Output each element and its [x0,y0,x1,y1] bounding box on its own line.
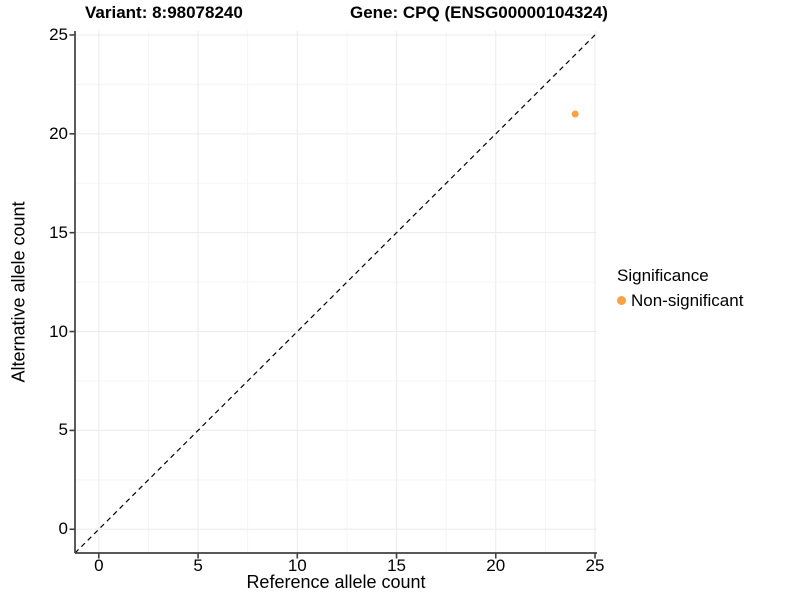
plot-title-variant: Variant: 8:98078240 [85,3,243,22]
x-axis-title: Reference allele count [246,572,426,592]
legend-title: Significance [617,266,709,285]
data-point [571,110,579,118]
identity-line [74,32,598,554]
y-tick-label: 25 [49,24,68,44]
x-tick-label: 25 [585,556,605,575]
y-tick-label: 10 [49,321,68,341]
y-tick-label: 15 [49,222,68,242]
legend: Significance Non-significant [617,265,743,311]
y-tick-label: 0 [58,519,68,539]
legend-item-label: Non-significant [631,291,744,310]
plot-title-gene: Gene: CPQ (ENSG00000104324) [350,3,608,22]
x-tick-label: 5 [193,556,203,575]
y-tick-label: 20 [49,123,68,143]
y-axis-title: Alternative allele count [8,201,29,383]
x-tick-label: 0 [94,556,104,575]
x-tick-label: 20 [486,556,506,575]
legend-item: Non-significant [617,290,743,311]
x-tick-label: 10 [287,556,307,575]
y-tick-label: 5 [58,420,68,440]
legend-point-icon [617,296,626,305]
x-tick-label: 15 [387,556,406,575]
